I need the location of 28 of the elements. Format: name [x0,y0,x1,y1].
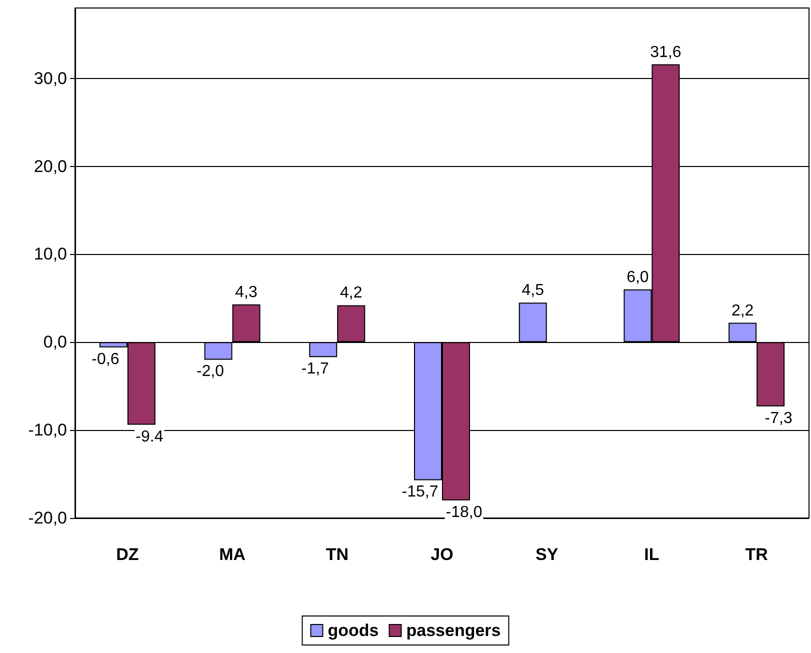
x-tick-label: MA [219,545,246,564]
x-tick-label: DZ [116,545,139,564]
data-label: 2,2 [731,302,754,320]
data-label: -9.4 [136,428,164,446]
data-label: 6,0 [626,268,649,286]
data-label: -1,7 [301,360,330,378]
x-tick-label: SY [536,545,559,564]
y-tick-label: 20,0 [34,156,67,176]
x-tick-label: JO [430,545,454,564]
y-tick-label: 0,0 [43,332,67,352]
data-label: -2,0 [196,363,224,380]
data-label: -0,6 [92,350,120,368]
data-label: 31,6 [650,44,682,61]
data-label: 4,5 [522,282,544,300]
data-label: -7,3 [764,410,792,427]
data-label: 4,3 [235,284,258,301]
legend-label: goods [328,621,379,640]
data-label: -18,0 [446,504,482,521]
data-label: 4,2 [340,284,362,302]
x-tick-label: IL [644,545,660,564]
legend-label: passengers [406,621,501,640]
x-tick-label: TN [326,545,348,564]
y-tick-label: 30,0 [34,68,67,88]
data-label: -15,7 [402,484,438,501]
y-tick-label: 10,0 [34,244,67,264]
y-tick-label: -10,0 [28,420,67,440]
x-tick-label: TR [745,545,768,564]
y-tick-label: -20,0 [28,508,67,528]
